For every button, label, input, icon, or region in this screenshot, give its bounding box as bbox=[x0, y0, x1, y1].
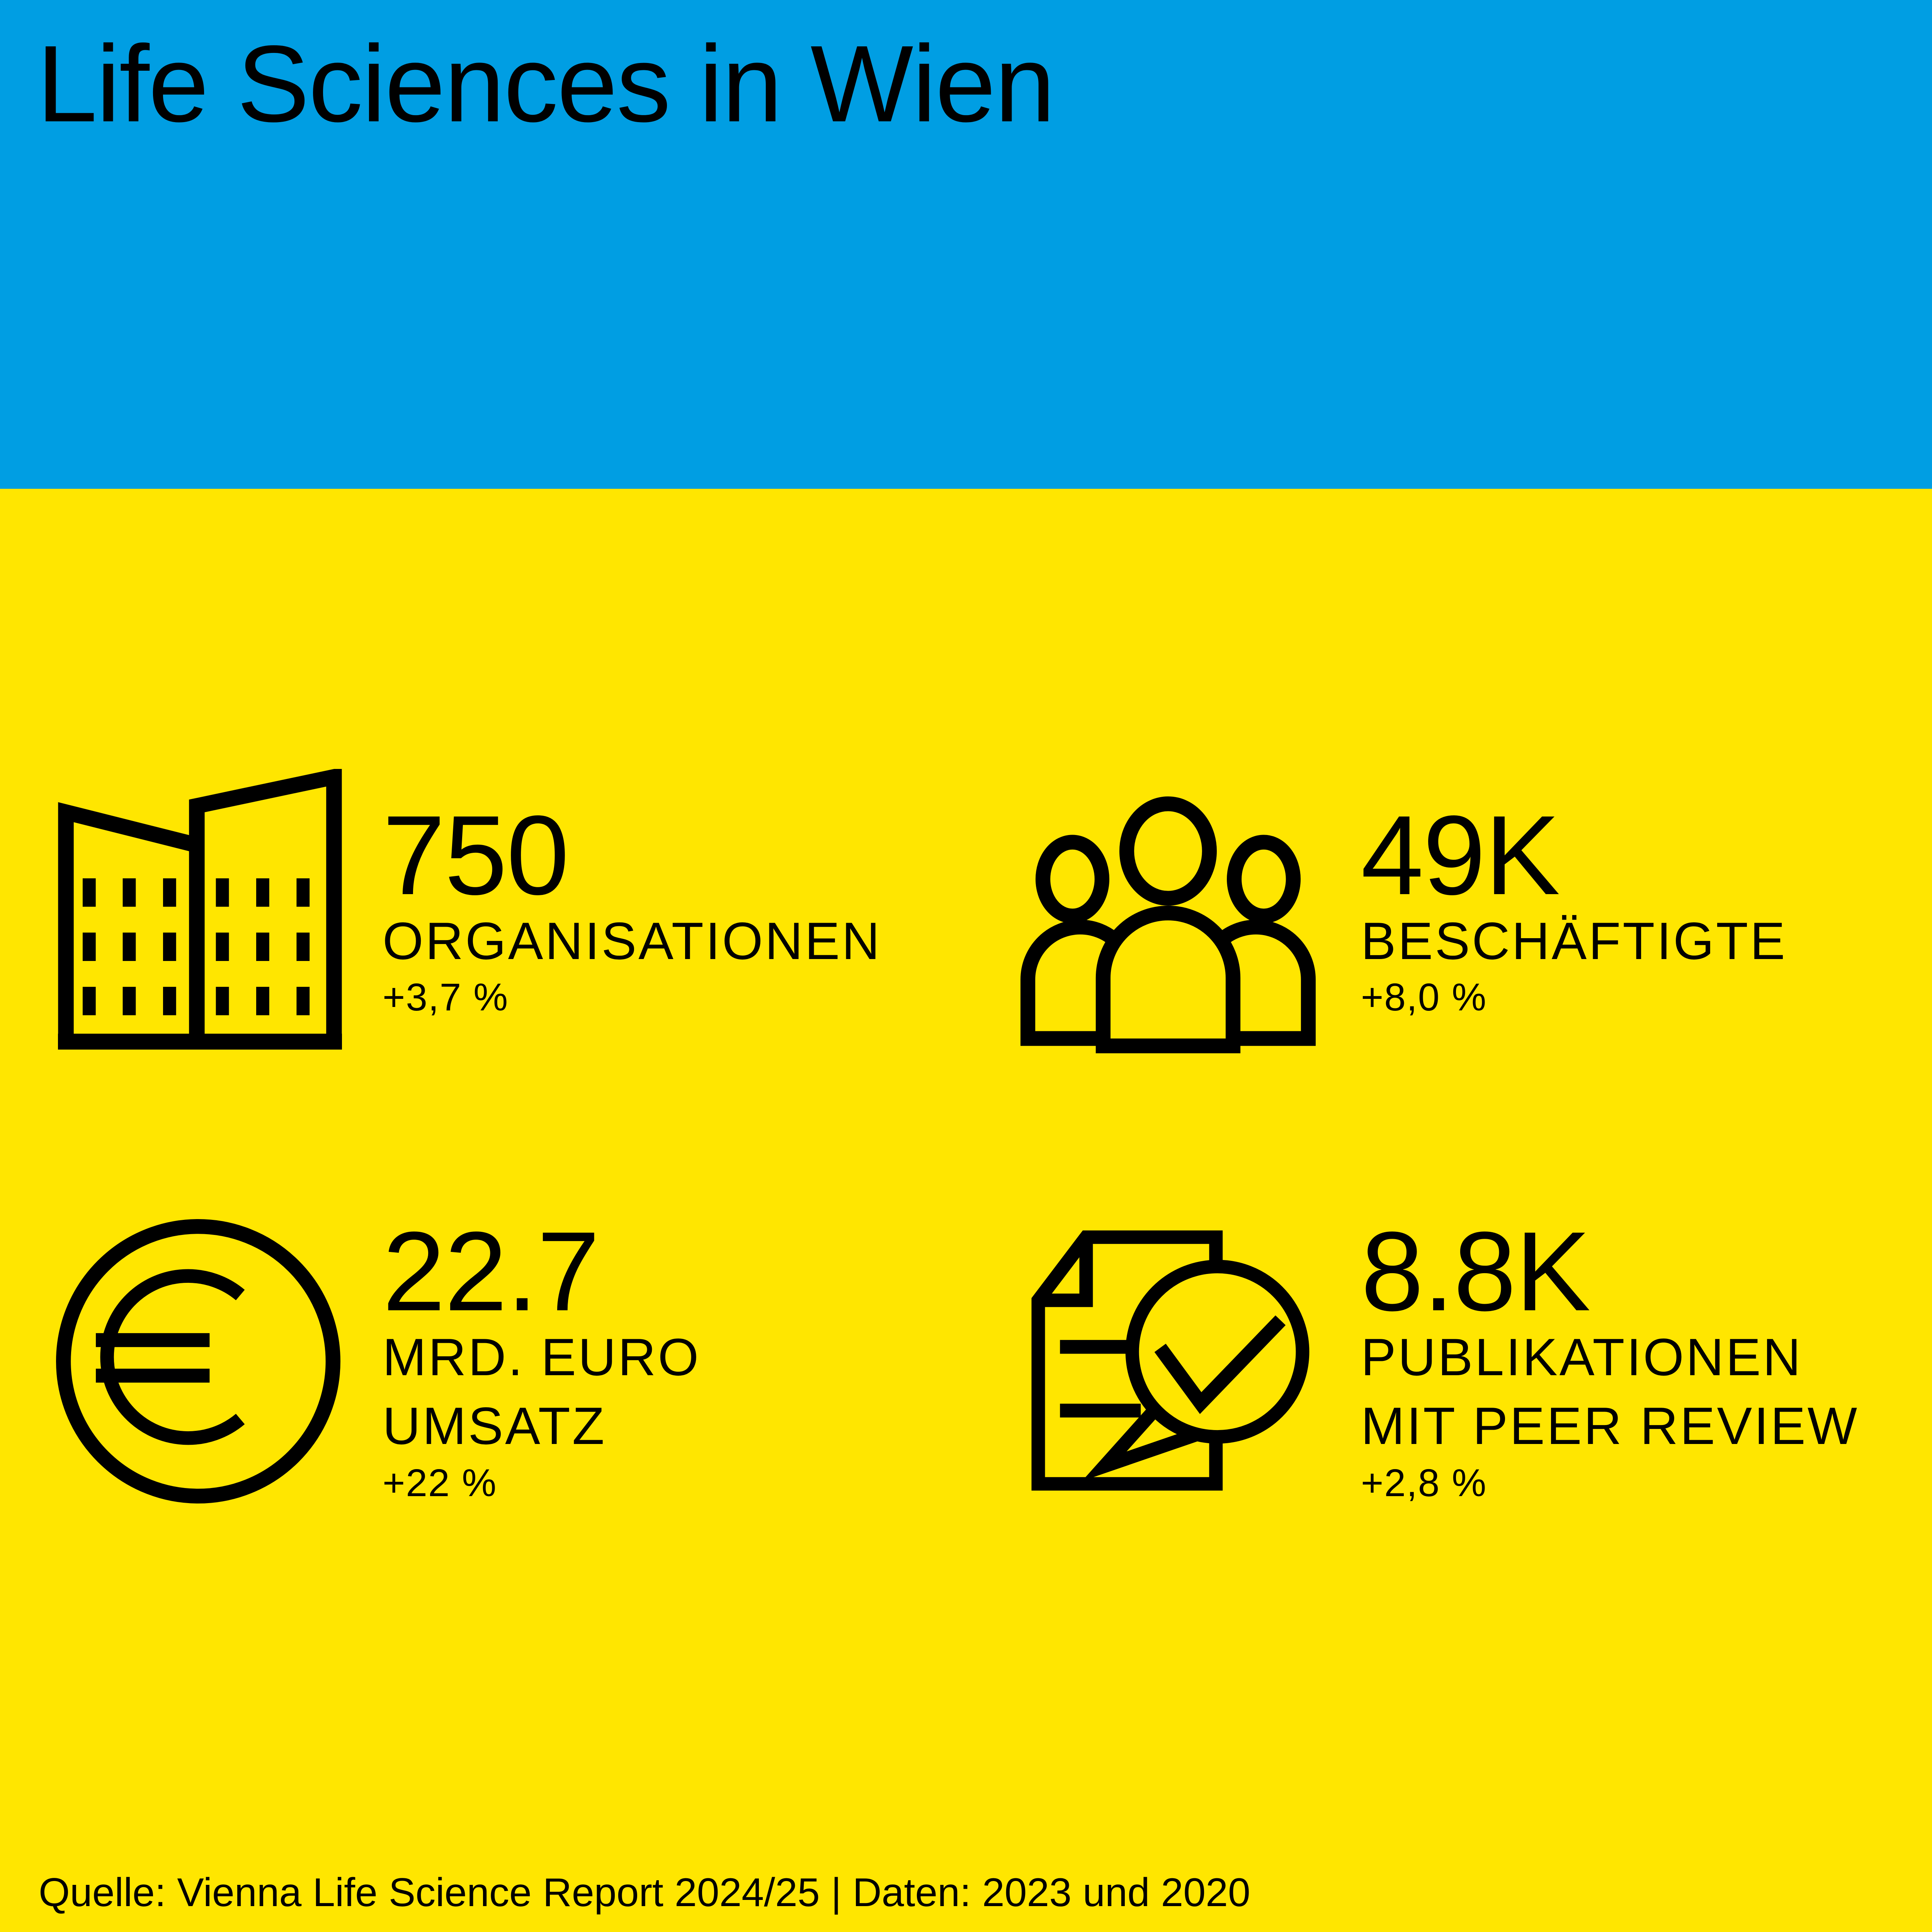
stat-publikationen: 8.8K PUBLIKATIONEN MIT PEER REVIEW +2,8 … bbox=[1016, 1215, 1928, 1510]
stat-value: 49K bbox=[1361, 792, 1560, 918]
source-note: Quelle: Vienna Life Science Report 2024/… bbox=[39, 1870, 1250, 1915]
stat-organisationen: 750 ORGANISATIONEN +3,7 % bbox=[58, 769, 958, 1059]
stat-label: ORGANISATIONEN bbox=[383, 912, 882, 970]
stat-value: 750 bbox=[383, 792, 569, 918]
page-title: Life Sciences in Wien bbox=[37, 23, 1055, 145]
stat-delta: +8,0 % bbox=[1361, 976, 1487, 1019]
stat-label-line: PUBLIKATIONEN bbox=[1361, 1328, 1803, 1386]
stat-label: MRD. EURO UMSATZ bbox=[383, 1323, 701, 1460]
stat-beschaeftigte: 49K BESCHÄFTIGTE +8,0 % bbox=[1020, 796, 1921, 1059]
stat-label-line: UMSATZ bbox=[383, 1396, 606, 1456]
stat-delta: +22 % bbox=[383, 1461, 497, 1505]
buildings-icon bbox=[58, 769, 342, 1059]
euro-coin-icon bbox=[56, 1217, 340, 1505]
stat-delta: +3,7 % bbox=[383, 976, 509, 1019]
stat-label: PUBLIKATIONEN MIT PEER REVIEW bbox=[1361, 1323, 1859, 1460]
stat-label: BESCHÄFTIGTE bbox=[1361, 912, 1787, 970]
header-band: Life Sciences in Wien bbox=[0, 0, 1932, 489]
document-check-icon bbox=[1016, 1228, 1310, 1493]
stat-value: 8.8K bbox=[1361, 1208, 1591, 1334]
stat-label-line: MIT PEER REVIEW bbox=[1361, 1396, 1859, 1456]
stat-umsatz: 22.7 MRD. EURO UMSATZ +22 % bbox=[56, 1208, 956, 1511]
stat-label-line: MRD. EURO bbox=[383, 1328, 701, 1386]
stat-value: 22.7 bbox=[383, 1208, 600, 1334]
stat-delta: +2,8 % bbox=[1361, 1461, 1487, 1505]
people-icon bbox=[1020, 796, 1316, 1053]
